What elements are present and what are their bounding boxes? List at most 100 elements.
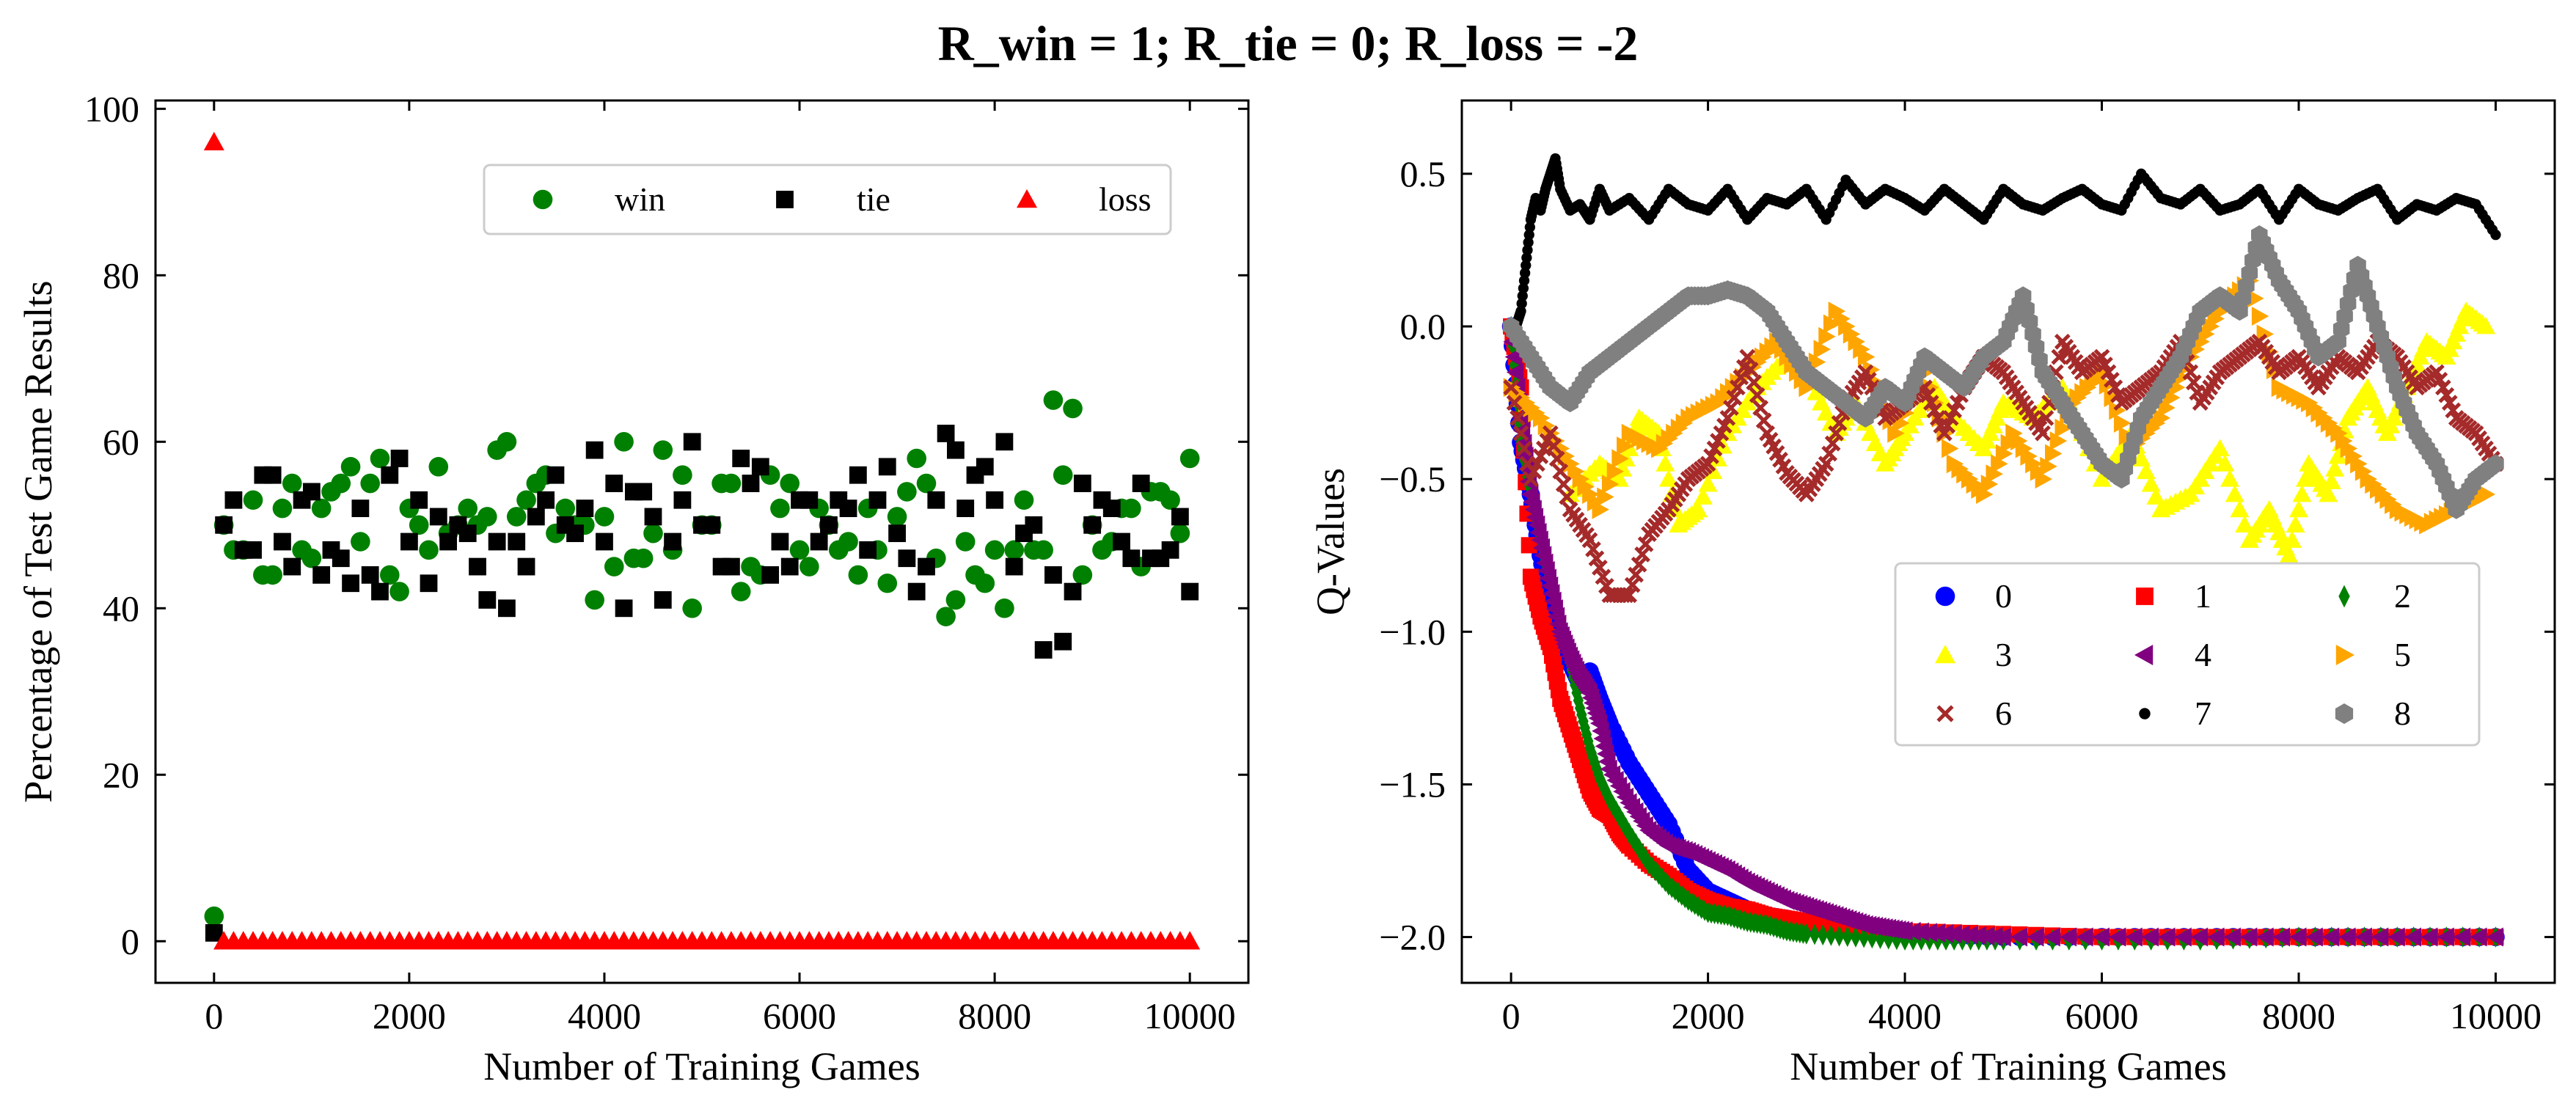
point-tie [508, 532, 526, 551]
point-tie [1064, 582, 1082, 601]
point-tie [342, 574, 359, 593]
point-4 [2043, 927, 2060, 947]
point-5 [1611, 449, 1629, 469]
point-tie [810, 532, 828, 551]
legend-label-4: 4 [2195, 636, 2211, 673]
point-tie [907, 582, 926, 601]
point-2 [1604, 788, 1615, 810]
point-6 [2185, 374, 2202, 391]
point-4 [2010, 927, 2028, 947]
point-5 [1592, 499, 1609, 519]
point-win [1179, 448, 1200, 469]
point-tie [1044, 566, 1062, 584]
point-4 [2027, 927, 2044, 947]
point-tie [946, 441, 965, 459]
point-win [1072, 565, 1093, 585]
series-win [204, 390, 1200, 926]
point-5 [1818, 326, 1836, 346]
point-win [780, 473, 800, 494]
point-5 [1976, 484, 1994, 504]
point-win [1160, 490, 1180, 510]
point-tie [898, 549, 916, 568]
point-4 [2239, 927, 2258, 947]
legend-marker-tie [776, 191, 794, 208]
point-6 [1545, 438, 1562, 454]
point-tie [332, 549, 350, 568]
point-tie [205, 924, 223, 942]
point-5 [1853, 340, 1870, 359]
point-5 [2202, 317, 2220, 337]
point-7 [1523, 230, 1534, 241]
point-5 [1848, 332, 1865, 351]
point-4 [2404, 927, 2421, 947]
point-3 [2476, 317, 2496, 334]
point-win [594, 507, 615, 527]
point-tie [878, 458, 896, 476]
point-5 [2345, 446, 2363, 466]
point-tie [751, 458, 769, 476]
y-tick-label: 0.0 [1400, 306, 1446, 347]
legend-marker-loss [1017, 189, 1037, 208]
point-3 [2132, 449, 2151, 466]
point-tie [517, 557, 535, 576]
point-4 [1961, 925, 1978, 945]
point-tie [986, 491, 1004, 509]
point-4 [1506, 362, 1524, 382]
legend-label-loss: loss [1099, 180, 1152, 218]
point-win [1121, 498, 1141, 519]
point-5 [2049, 431, 2068, 451]
point-tie [820, 516, 838, 534]
point-win [204, 906, 224, 926]
x-axis-label: Number of Training Games [1790, 1044, 2226, 1088]
point-tie [1005, 557, 1023, 576]
point-6 [2035, 425, 2051, 442]
point-tie [439, 532, 458, 551]
point-3 [2215, 454, 2235, 472]
point-tie [498, 599, 516, 618]
x-tick-label: 0 [205, 995, 223, 1036]
point-6 [1755, 412, 1772, 429]
point-win [975, 573, 995, 593]
point-win [282, 473, 302, 494]
point-win [721, 473, 742, 494]
point-win [1004, 540, 1025, 560]
point-5 [2335, 431, 2353, 451]
point-6 [1729, 379, 1746, 396]
point-3 [2292, 484, 2312, 502]
point-tie [361, 566, 379, 584]
plot-left: 0 2000 4000 6000 8000 10000 0 20 40 60 80 100 Number… [16, 88, 1250, 1088]
point-6 [1628, 566, 1644, 583]
point-win [907, 448, 926, 469]
point-3 [2328, 446, 2348, 464]
point-5 [1597, 487, 1614, 507]
plot-right: 0 2000 4000 6000 8000 10000 −2.0 −1.5 −1.0 −0.5 0.… [1309, 99, 2556, 1088]
point-tie [976, 458, 994, 476]
point-6 [1723, 400, 1739, 416]
point-4 [2371, 927, 2389, 947]
series-tie [205, 425, 1199, 942]
point-win [673, 465, 692, 486]
point-5 [1995, 444, 2013, 464]
y-axis-label: Percentage of Test Game Results [16, 280, 60, 802]
point-tie [703, 516, 721, 534]
legend-label-6: 6 [1995, 695, 2012, 732]
point-5 [2000, 433, 2018, 453]
point-4 [2207, 927, 2225, 947]
point-tie [410, 491, 428, 509]
x-tick-label: 8000 [2262, 995, 2335, 1036]
y-tick-label: 80 [103, 255, 139, 296]
point-5 [1991, 454, 2008, 474]
point-tie [244, 541, 262, 559]
x-tick-label: 2000 [373, 995, 446, 1036]
legend-box [1894, 562, 2481, 747]
point-5 [2158, 398, 2176, 418]
point-4 [2092, 927, 2110, 947]
point-win [272, 498, 293, 519]
x-tick-label: 8000 [958, 995, 1031, 1036]
point-tie [527, 508, 545, 526]
point-win [428, 457, 449, 477]
point-6 [1746, 374, 1763, 391]
point-tie [312, 566, 331, 584]
point-2 [1573, 689, 1584, 711]
point-6 [1821, 445, 1838, 462]
